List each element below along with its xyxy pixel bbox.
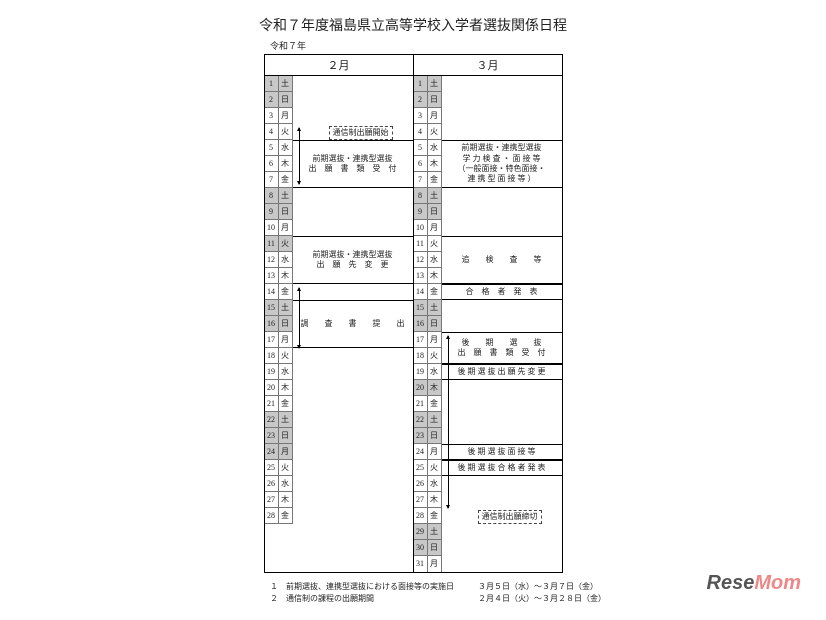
feb-events: 通信制出願開始前期選抜・連携型選抜出 願 書 類 受 付前期選抜・連携型選抜出 … (293, 76, 413, 572)
page-subtitle: 令和７年 (270, 39, 811, 52)
month-mar: ３月 1234567891011121314151617181920212223… (414, 55, 562, 572)
logo-part1: Rese (707, 572, 755, 594)
feb-day-of-week: 土日月火水木金土日月火水木金土日月火水木金土日月火水木金 (279, 76, 293, 572)
feb-day-numbers: 1234567891011121314151617181920212223242… (265, 76, 279, 572)
logo-part2: Mom (754, 572, 801, 594)
month-header-feb: ２月 (265, 55, 413, 76)
schedule-table: ２月 1234567891011121314151617181920212223… (264, 54, 563, 573)
month-feb: ２月 1234567891011121314151617181920212223… (265, 55, 414, 572)
month-header-mar: ３月 (414, 55, 562, 76)
page-title: 令和７年度福島県立高等学校入学者選抜関係日程 (15, 15, 811, 35)
mar-day-of-week: 土日月火水木金土日月火水木金土日月火水木金土日月火水木金土日月 (428, 76, 442, 572)
mar-events: 前期選抜・連携型選抜学 力 検 査 ・ 面 接 等（一般面接・特色面接・連 携 … (442, 76, 562, 572)
logo: ReseMom (707, 572, 801, 595)
schedule-wrapper: ２月 1234567891011121314151617181920212223… (15, 54, 811, 573)
mar-day-numbers: 1234567891011121314151617181920212223242… (414, 76, 428, 572)
